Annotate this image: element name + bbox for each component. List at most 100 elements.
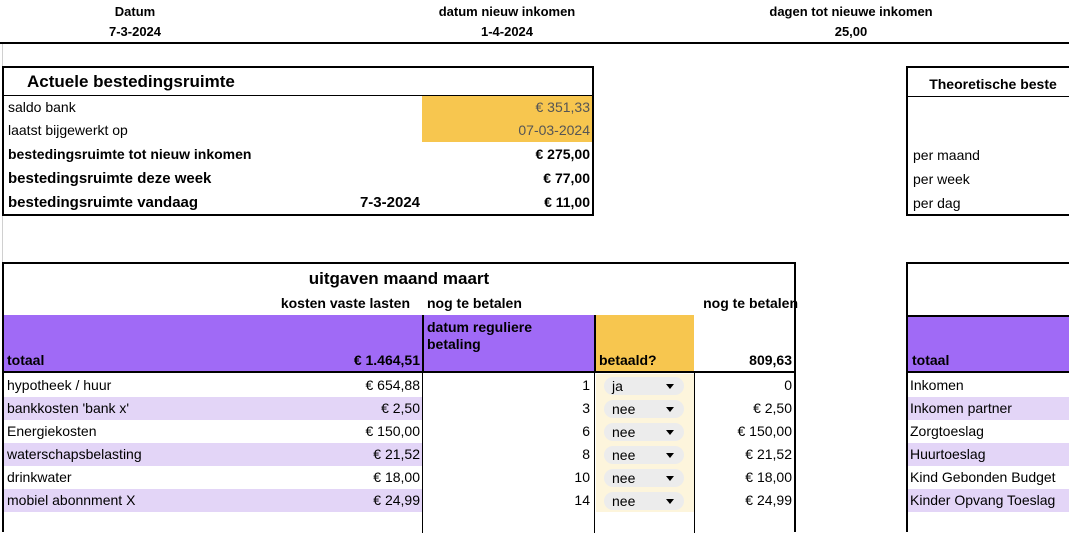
nog-te-betalen-right-label: nog te betalen bbox=[703, 295, 798, 311]
betaald-dropdown[interactable]: nee bbox=[604, 400, 684, 418]
datum-value[interactable]: 7-3-2024 bbox=[108, 24, 162, 39]
divider bbox=[594, 315, 596, 373]
bestedingsruimte-week-value: € 77,00 bbox=[543, 170, 590, 186]
divider bbox=[422, 315, 424, 373]
row-amount[interactable]: € 21,52 bbox=[373, 446, 420, 462]
uitgaven-panel: uitgaven maand maart kosten vaste lasten… bbox=[2, 262, 798, 533]
uitgaven-title: uitgaven maand maart bbox=[308, 269, 490, 288]
saldo-bank-label: saldo bank bbox=[8, 99, 76, 115]
bestedingsruimte-week-label: bestedingsruimte deze week bbox=[8, 170, 212, 187]
datum-nieuw-inkomen-value[interactable]: 1-4-2024 bbox=[480, 24, 534, 39]
inkomen-partner-row[interactable]: Inkomen partner bbox=[910, 400, 1012, 416]
totaal-value: € 1.464,51 bbox=[353, 352, 420, 368]
dropdown-value: nee bbox=[612, 447, 636, 463]
dagen-tot-inkomen-value[interactable]: 25,00 bbox=[834, 24, 868, 39]
betaald-dropdown[interactable]: ja bbox=[604, 377, 684, 395]
row-name[interactable]: drinkwater bbox=[7, 469, 72, 485]
bestedingsruimte-vandaag-label: bestedingsruimte vandaag bbox=[8, 194, 199, 211]
dropdown-value: nee bbox=[612, 493, 636, 509]
column-divider bbox=[422, 373, 423, 533]
zorgtoeslag-row[interactable]: Zorgtoeslag bbox=[910, 423, 984, 439]
betaald-dropdown[interactable]: nee bbox=[604, 492, 684, 510]
purple-header bbox=[4, 315, 422, 373]
row-amount[interactable]: € 24,99 bbox=[373, 492, 420, 508]
theoretische-panel: Theoretische beste per maand per week pe… bbox=[906, 66, 1069, 216]
bestedingsruimte-tot-inkomen-value: € 275,00 bbox=[535, 146, 591, 162]
orange-header bbox=[596, 315, 694, 373]
lilac-band bbox=[908, 489, 1069, 512]
datum-label: Datum bbox=[114, 4, 156, 19]
row-name[interactable]: hypotheek / huur bbox=[7, 377, 112, 393]
lilac-band bbox=[4, 489, 422, 512]
purple-header bbox=[424, 315, 594, 373]
bestedingsruimte-tot-inkomen-label: bestedingsruimte tot nieuw inkomen bbox=[8, 146, 252, 162]
theoretische-title: Theoretische beste bbox=[929, 76, 1057, 92]
chevron-down-icon bbox=[666, 407, 674, 412]
row-name[interactable]: bankkosten 'bank x' bbox=[7, 400, 130, 416]
purple-header bbox=[908, 317, 1069, 373]
chevron-down-icon bbox=[666, 499, 674, 504]
dagen-tot-inkomen-label: dagen tot nieuwe inkomen bbox=[769, 4, 933, 19]
row-rest: 0 bbox=[784, 377, 792, 393]
divider bbox=[4, 95, 592, 96]
actuele-bestedingsruimte-panel: Actuele bestedingsruimte saldo bank € 35… bbox=[2, 66, 594, 216]
divider bbox=[908, 315, 1069, 317]
kinder-opvang-toeslag-row[interactable]: Kinder Opvang Toeslag bbox=[910, 492, 1056, 508]
row-day[interactable]: 14 bbox=[574, 492, 590, 508]
row-amount[interactable]: € 2,50 bbox=[381, 400, 420, 416]
actuele-title: Actuele bestedingsruimte bbox=[27, 72, 235, 91]
datum-reguliere-betaling-header: datum reguliere betaling bbox=[427, 319, 533, 352]
betaald-dropdown[interactable]: nee bbox=[604, 469, 684, 487]
chevron-down-icon bbox=[666, 476, 674, 481]
chevron-down-icon bbox=[666, 384, 674, 389]
row-name[interactable]: waterschapsbelasting bbox=[7, 446, 142, 462]
bestedingsruimte-vandaag-date: 7-3-2024 bbox=[359, 194, 420, 211]
orange-input-bg bbox=[422, 96, 592, 142]
column-divider bbox=[694, 373, 695, 533]
kind-gebonden-budget-row[interactable]: Kind Gebonden Budget bbox=[910, 469, 1056, 485]
kosten-vaste-lasten-label: kosten vaste lasten bbox=[280, 295, 410, 311]
row-amount[interactable]: € 18,00 bbox=[373, 469, 420, 485]
row-day[interactable]: 8 bbox=[582, 446, 590, 462]
row-name[interactable]: mobiel abonnment X bbox=[7, 492, 136, 508]
huurtoeslag-row[interactable]: Huurtoeslag bbox=[910, 446, 986, 462]
chevron-down-icon bbox=[666, 430, 674, 435]
row-day[interactable]: 10 bbox=[574, 469, 590, 485]
lilac-band bbox=[4, 397, 422, 420]
dropdown-value: nee bbox=[612, 424, 636, 440]
totaal-label: totaal bbox=[7, 352, 45, 368]
row-day[interactable]: 1 bbox=[582, 377, 590, 393]
dropdown-value: nee bbox=[612, 470, 636, 486]
per-maand-label: per maand bbox=[913, 147, 980, 163]
divider bbox=[908, 371, 1069, 373]
chevron-down-icon bbox=[666, 453, 674, 458]
laatst-bijgewerkt-value[interactable]: 07-03-2024 bbox=[518, 122, 590, 138]
rest-totaal-value: 809,63 bbox=[749, 352, 792, 368]
row-day[interactable]: 3 bbox=[582, 400, 590, 416]
row-rest: € 150,00 bbox=[737, 423, 793, 439]
row-rest: € 21,52 bbox=[745, 446, 792, 462]
row-name[interactable]: Energiekosten bbox=[7, 423, 97, 439]
row-rest: € 24,99 bbox=[745, 492, 792, 508]
betaald-header: betaald? bbox=[599, 352, 657, 368]
header-divider bbox=[0, 42, 1069, 44]
row-amount[interactable]: € 150,00 bbox=[365, 423, 421, 439]
per-week-label: per week bbox=[913, 171, 970, 187]
nog-te-betalen-label: nog te betalen bbox=[427, 295, 522, 311]
row-amount[interactable]: € 654,88 bbox=[365, 377, 421, 393]
betaald-dropdown[interactable]: nee bbox=[604, 446, 684, 464]
column-divider bbox=[594, 373, 595, 533]
bestedingsruimte-vandaag-value: € 11,00 bbox=[544, 194, 590, 210]
divider bbox=[908, 96, 1069, 97]
row-rest: € 18,00 bbox=[745, 469, 792, 485]
betaald-dropdown[interactable]: nee bbox=[604, 423, 684, 441]
per-dag-label: per dag bbox=[913, 195, 961, 211]
inkomsten-totaal-label: totaal bbox=[912, 352, 950, 368]
row-day[interactable]: 6 bbox=[582, 423, 590, 439]
inkomsten-panel: totaal Inkomen Inkomen partner Zorgtoesl… bbox=[906, 262, 1069, 532]
lilac-band bbox=[4, 443, 422, 466]
divider bbox=[4, 371, 794, 373]
inkomen-row[interactable]: Inkomen bbox=[910, 377, 964, 393]
saldo-bank-value[interactable]: € 351,33 bbox=[535, 99, 591, 115]
datum-nieuw-inkomen-label: datum nieuw inkomen bbox=[438, 4, 576, 19]
